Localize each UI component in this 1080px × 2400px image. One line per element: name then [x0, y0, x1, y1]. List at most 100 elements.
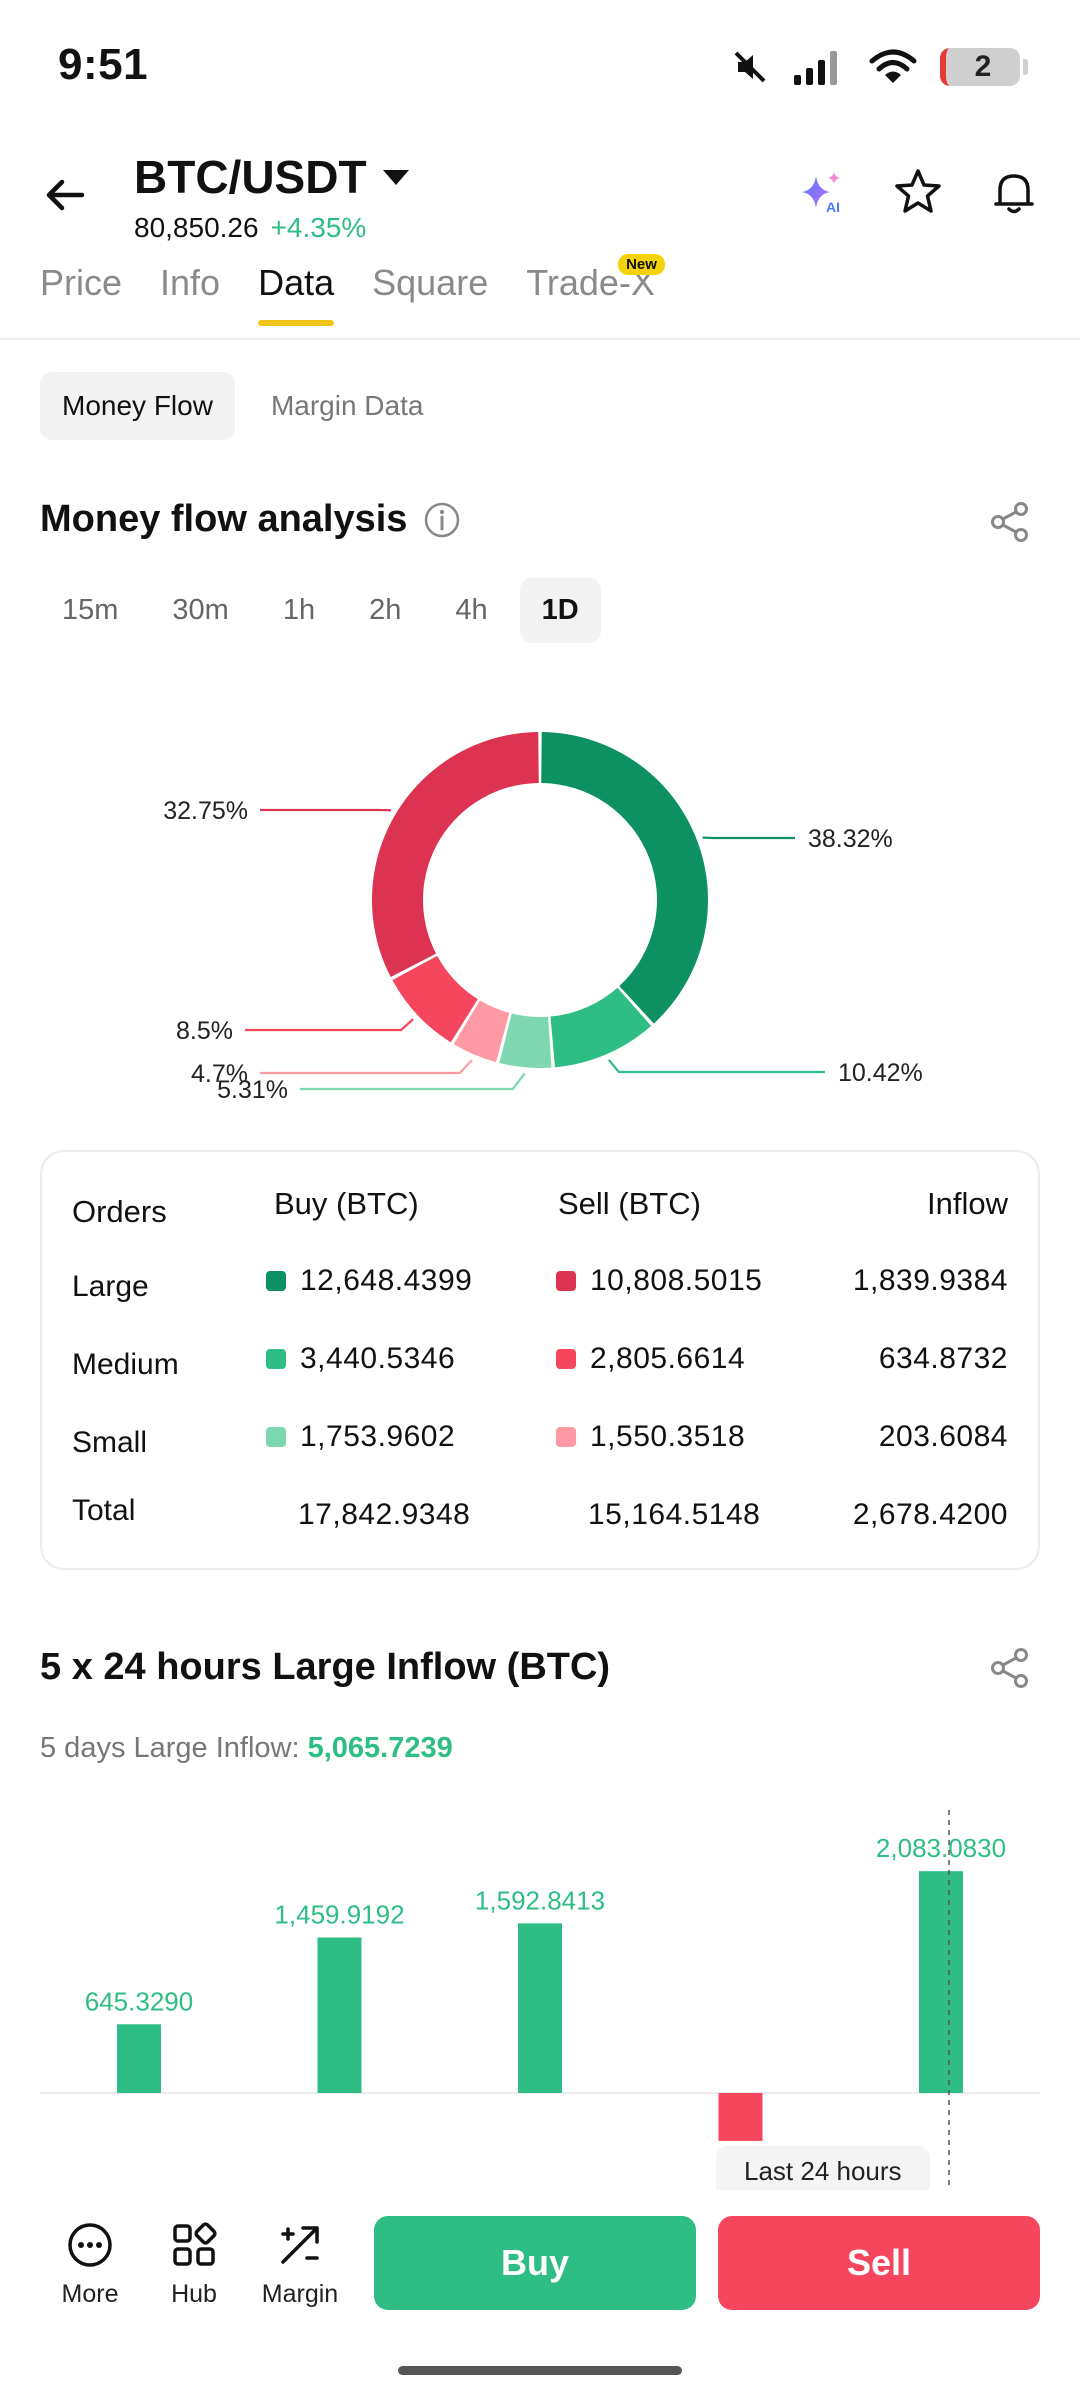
chart-tooltip: Last 24 hours	[716, 2146, 930, 2197]
row-label: Total	[72, 1494, 136, 1527]
signal-icon	[794, 51, 837, 85]
bar-value-label: 1,459.9192	[274, 1900, 404, 1930]
pair-price: 80,850.26	[134, 212, 259, 243]
tabs-divider	[0, 338, 1080, 340]
row-label: Small	[72, 1426, 148, 1459]
home-indicator	[398, 2366, 682, 2375]
buy-color-square	[266, 1349, 286, 1369]
total-buy-value: 17,842.9348	[298, 1498, 471, 1531]
caret-down-icon	[382, 169, 409, 185]
inflow-value: 1,839.9384	[852, 1264, 1008, 1297]
bar	[919, 1871, 963, 2093]
donut-slice	[550, 987, 652, 1068]
tab-price[interactable]: Price	[40, 262, 123, 303]
more-button[interactable]: More	[40, 2220, 140, 2309]
sell-button[interactable]: Sell	[718, 2216, 1040, 2310]
main-tabs: Price Info Data Square Trade-X New	[40, 254, 665, 326]
total-row: Total 17,842.9348 15,164.5148 2,678.4200	[42, 1494, 1038, 1558]
share-icon[interactable]	[988, 1646, 1032, 1690]
hub-icon	[173, 2222, 217, 2266]
sell-color-square	[556, 1427, 576, 1447]
buy-value: 3,440.5346	[300, 1342, 456, 1375]
donut-leader-line	[300, 1072, 526, 1091]
donut-slice-label: 38.32%	[808, 825, 893, 853]
donut-slice-label: 5.31%	[217, 1076, 288, 1104]
back-arrow-icon[interactable]	[40, 170, 90, 220]
header-orders: Orders	[72, 1194, 167, 1229]
subtab-money-flow[interactable]: Money Flow	[40, 372, 235, 440]
pair-change: +4.35%	[270, 212, 367, 243]
bars-svg: 645.3290 1,459.9192 1,592.8413 2,083.0830	[40, 1810, 1040, 2190]
new-badge: New	[618, 254, 665, 275]
donut-slice	[499, 1013, 552, 1068]
margin-label: Margin	[261, 2280, 339, 2308]
interval-selector: 15m 30m 1h 2h 4h 1D	[40, 578, 601, 643]
interval-4h[interactable]: 4h	[455, 594, 488, 626]
money-flow-title: Money flow analysis	[40, 498, 408, 540]
tab-square[interactable]: Square	[372, 262, 489, 303]
table-row: Small 1,753.9602 1,550.3518 203.6084	[42, 1420, 1038, 1480]
large-inflow-bar-chart: 645.3290 1,459.9192 1,592.8413 2,083.0830	[40, 1790, 1040, 2190]
sell-color-square	[556, 1349, 576, 1369]
tab-data[interactable]: Data	[258, 262, 335, 326]
row-label: Medium	[72, 1348, 179, 1381]
tab-info[interactable]: Info	[160, 262, 221, 303]
tab-trade-x[interactable]: Trade-X New	[526, 254, 665, 326]
star-icon[interactable]	[892, 166, 944, 218]
status-time: 9:51	[58, 40, 149, 89]
margin-icon	[281, 2226, 319, 2264]
interval-15m[interactable]: 15m	[62, 594, 119, 626]
inflow-value: 634.8732	[878, 1342, 1008, 1375]
info-icon[interactable]	[423, 501, 461, 539]
sell-value: 2,805.6614	[590, 1342, 746, 1375]
more-icon	[68, 2223, 112, 2267]
subtab-margin-data[interactable]: Margin Data	[270, 390, 424, 421]
ai-sparkle-icon[interactable]: AI	[796, 166, 848, 218]
buy-cell: 12,648.4399	[266, 1264, 472, 1298]
bottom-action-bar: More Hub Margin Buy Sell	[0, 2190, 1080, 2400]
header-inflow: Inflow	[927, 1186, 1008, 1221]
header-buy: Buy (BTC)	[274, 1186, 419, 1221]
sell-cell: 1,550.3518	[556, 1420, 745, 1454]
status-bar: 9:51 2	[0, 0, 1080, 130]
table-row: Large 12,648.4399 10,808.5015 1,839.9384	[42, 1264, 1038, 1324]
interval-2h[interactable]: 2h	[369, 594, 402, 626]
sub-tabs: Money Flow Margin Data	[40, 372, 445, 440]
donut-leader-line	[245, 1018, 414, 1032]
share-icon[interactable]	[988, 500, 1032, 544]
five-days-summary: 5 days Large Inflow: 5,065.7239	[40, 1732, 453, 1765]
donut-slice	[541, 732, 709, 1024]
header: BTC/USDT 80,850.26 +4.35% AI	[0, 140, 1080, 250]
bar	[317, 1937, 362, 2093]
sell-value: 10,808.5015	[590, 1264, 763, 1297]
large-inflow-title: 5 x 24 hours Large Inflow (BTC)	[40, 1646, 611, 1688]
five-days-value: 5,065.7239	[307, 1732, 453, 1764]
donut-slice	[453, 1000, 510, 1063]
money-flow-title-row: Money flow analysis	[40, 498, 461, 541]
bar	[518, 1923, 562, 2093]
donut-leader-line	[607, 1059, 825, 1074]
buy-cell: 1,753.9602	[266, 1420, 455, 1454]
bar-value-label: 2,083.0830	[876, 1833, 1006, 1863]
interval-1d[interactable]: 1D	[519, 578, 601, 643]
bar	[718, 2093, 763, 2141]
buy-color-square	[266, 1427, 286, 1447]
margin-button[interactable]: Margin	[250, 2220, 350, 2309]
interval-1h[interactable]: 1h	[282, 594, 316, 626]
buy-button[interactable]: Buy	[374, 2216, 696, 2310]
pair-selector[interactable]: BTC/USDT 80,850.26 +4.35%	[134, 150, 409, 244]
row-label: Large	[72, 1270, 149, 1303]
wifi-icon	[869, 49, 917, 83]
interval-30m[interactable]: 30m	[172, 594, 229, 626]
donut-slice	[392, 955, 478, 1043]
pair-name: BTC/USDT	[134, 151, 367, 203]
five-days-label: 5 days Large Inflow:	[40, 1732, 300, 1764]
donut-slice	[372, 732, 539, 978]
bell-icon[interactable]	[988, 166, 1040, 218]
money-flow-donut-chart: 38.32% 10.42% 5.31% 4.7% 8.5% 32.75%	[0, 700, 1080, 1120]
bar	[117, 2024, 161, 2093]
donut-slice-label: 32.75%	[163, 797, 248, 825]
hub-label: Hub	[171, 2280, 217, 2308]
donut-leader-line	[260, 1059, 473, 1075]
hub-button[interactable]: Hub	[144, 2220, 244, 2309]
